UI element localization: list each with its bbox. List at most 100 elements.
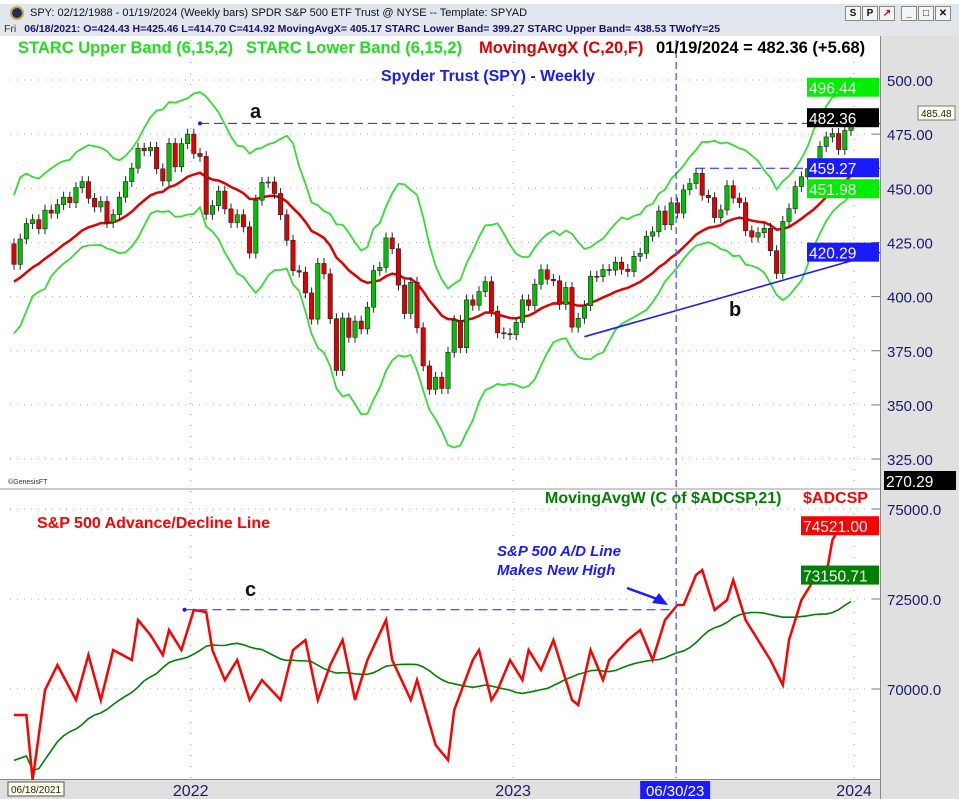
price-tick-label: 500.00	[887, 73, 933, 90]
candle-body	[650, 231, 656, 237]
candle-body	[761, 228, 767, 234]
candle-body	[340, 317, 346, 371]
candle-body	[209, 205, 215, 215]
candle-body	[135, 147, 141, 169]
ad-tick-label: 72500.0	[887, 592, 941, 609]
candle-body	[538, 269, 544, 285]
candle-body	[23, 223, 29, 240]
annotation-a: a	[250, 101, 262, 123]
candle-body	[395, 248, 401, 286]
candle-body	[451, 320, 457, 353]
candle-body	[588, 275, 594, 306]
candle-body	[687, 183, 693, 191]
legend-ad-moving-avg: MovingAvgW (C of $ADCSP,21)	[545, 490, 781, 507]
info-day: Fri	[4, 23, 17, 35]
candle-body	[532, 283, 538, 306]
candle-body	[296, 270, 302, 273]
candle-body	[290, 239, 296, 271]
candle-body	[197, 153, 203, 157]
starc-lower-band	[13, 193, 852, 449]
candle-body	[383, 237, 389, 268]
candle-body	[594, 275, 600, 278]
candle-body	[482, 281, 488, 292]
candle-body	[228, 208, 234, 223]
candle-body	[160, 168, 166, 182]
s-button[interactable]: S	[845, 6, 861, 21]
candle-body	[569, 287, 575, 328]
candle-body	[333, 318, 339, 371]
price-tick-label: 425.00	[887, 235, 933, 252]
candle-body	[253, 199, 259, 254]
note-arrow	[626, 586, 661, 602]
ad-c-start-dot	[182, 607, 187, 612]
ad-moving-avg-line	[13, 600, 852, 772]
candle-body	[681, 189, 687, 214]
legend-lower-band: STARC Lower Band (6,15,2)	[246, 39, 462, 57]
ad-value-badge-label: 74521.00	[803, 519, 868, 536]
candle-body	[557, 280, 563, 305]
legend-upper-band: STARC Upper Band (6,15,2)	[18, 39, 233, 57]
price-tick-label: 450.00	[887, 181, 933, 198]
ad-tick-label: 75000.0	[887, 502, 941, 519]
candle-body	[550, 278, 556, 282]
price-tick-label: 400.00	[887, 290, 933, 307]
data-info-bar: Fri 06/18/2021: O=424.43 H=425.46 L=414.7…	[0, 22, 959, 36]
candle-body	[581, 305, 587, 319]
candle-body	[166, 143, 172, 182]
close-button[interactable]: ✕	[935, 6, 951, 21]
candle-body	[371, 270, 377, 308]
price-axis[interactable]	[880, 36, 959, 799]
note-arrow-head	[652, 593, 668, 605]
price-tick-label: 325.00	[887, 452, 933, 469]
candle-body	[377, 267, 383, 271]
info-values: 06/18/2021: O=424.43 H=425.46 L=414.70 C…	[24, 23, 721, 35]
candle-body	[259, 182, 265, 201]
candle-body	[36, 219, 42, 230]
ad-line	[14, 515, 852, 781]
candle-body	[98, 201, 104, 208]
candle-body	[513, 322, 519, 336]
candle-body	[433, 376, 439, 390]
minimize-button[interactable]: _	[901, 6, 917, 21]
candle-body	[600, 269, 606, 277]
candle-body	[178, 143, 184, 168]
candle-body	[327, 273, 333, 319]
popout-icon[interactable]: ↗	[879, 6, 895, 21]
p-button[interactable]: P	[862, 6, 878, 21]
candle-body	[402, 284, 408, 314]
candle-body	[792, 186, 798, 209]
price-value-badge	[884, 471, 956, 490]
candle-body	[271, 181, 277, 194]
maximize-button[interactable]: □	[918, 6, 934, 21]
candle-body	[315, 263, 321, 320]
candle-body	[185, 133, 191, 144]
candle-body	[389, 237, 395, 250]
candle-body	[544, 269, 550, 280]
moving-avg-line	[13, 171, 852, 324]
candle-body	[61, 196, 67, 205]
candle-body	[123, 181, 129, 198]
candle-body	[606, 269, 612, 271]
candle-body	[693, 173, 699, 184]
candle-body	[612, 261, 618, 271]
chart-title: Spyder Trust (SPY) - Weekly	[381, 68, 595, 85]
note-line-1: S&P 500 A/D Line	[497, 543, 621, 560]
ad-value-badge	[801, 565, 879, 585]
price-value-badge	[807, 158, 879, 178]
marker-date-label: 06/30/23	[646, 783, 704, 799]
cursor-date: 06/18/2021	[11, 785, 61, 796]
candle-body	[414, 282, 420, 329]
window-title: SPY: 02/12/1988 - 01/19/2024 (Weekly bar…	[30, 7, 528, 19]
candle-body	[129, 167, 135, 182]
legend-moving-avg: MovingAvgX (C,20,F)	[479, 39, 643, 57]
candle-body	[662, 210, 668, 225]
price-value-badge-label: 270.29	[886, 474, 933, 491]
candle-body	[829, 133, 835, 138]
year-label: 2022	[173, 783, 209, 799]
price-value-badge-label: 496.44	[809, 81, 857, 98]
ad-value-badge	[801, 516, 879, 536]
candle-body	[730, 185, 736, 199]
candle-body	[116, 196, 122, 215]
candle-body	[656, 210, 662, 233]
